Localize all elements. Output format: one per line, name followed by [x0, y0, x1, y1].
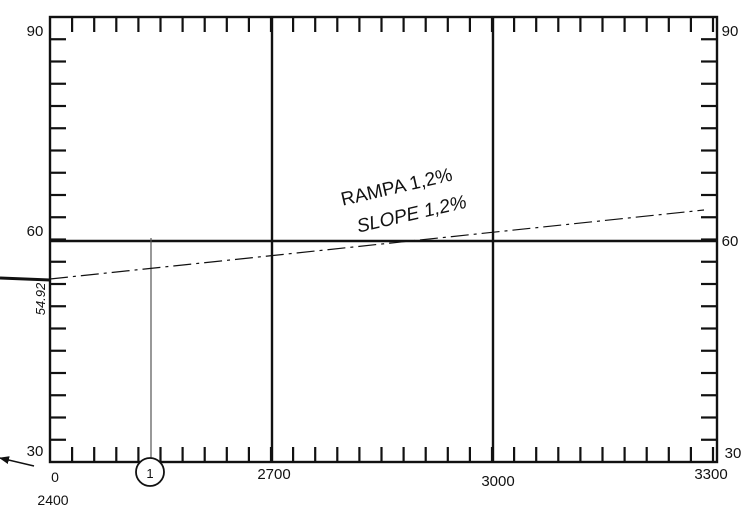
- x-label-3000: 3000: [481, 473, 514, 490]
- approach-line: [0, 276, 51, 282]
- station-marker-label: 1: [146, 466, 153, 481]
- x-label-3300: 3300: [694, 466, 727, 483]
- slope-line: [49, 209, 705, 280]
- y-label-right-middle: 60: [722, 233, 739, 250]
- y-label-left-middle: 60: [27, 223, 44, 240]
- y-label-right-top: 90: [722, 23, 739, 40]
- y-label-right-bottom: 30: [725, 445, 742, 462]
- tick-marks: [50, 17, 717, 462]
- x-label-2400: 2400: [37, 492, 68, 508]
- elevation-label: 54.92: [33, 282, 48, 315]
- x-label-start: 0: [51, 469, 59, 485]
- x-label-2700: 2700: [257, 466, 290, 483]
- station-marker-circle: [135, 457, 165, 487]
- left-offset-arrow: [0, 456, 35, 467]
- y-label-left-bottom: 30: [27, 443, 44, 460]
- profile-frame: [48, 15, 719, 464]
- y-label-left-top: 90: [27, 23, 44, 40]
